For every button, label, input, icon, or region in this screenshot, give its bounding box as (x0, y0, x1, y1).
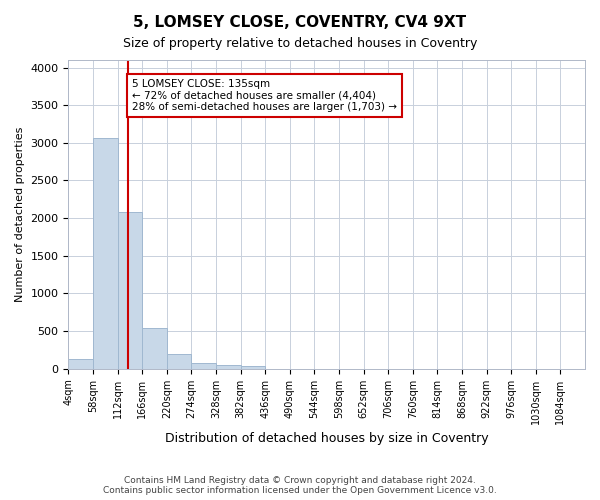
Text: 5, LOMSEY CLOSE, COVENTRY, CV4 9XT: 5, LOMSEY CLOSE, COVENTRY, CV4 9XT (133, 15, 467, 30)
Bar (167, 354, 191, 368)
Bar (118, 212, 142, 368)
Y-axis label: Number of detached properties: Number of detached properties (15, 126, 25, 302)
Text: 5 LOMSEY CLOSE: 135sqm
← 72% of detached houses are smaller (4,404)
28% of semi-: 5 LOMSEY CLOSE: 135sqm ← 72% of detached… (132, 79, 397, 112)
Bar (241, 366, 265, 368)
X-axis label: Distribution of detached houses by size in Coventry: Distribution of detached houses by size … (165, 432, 488, 445)
Bar (191, 362, 216, 368)
Bar (93, 138, 118, 368)
Bar (142, 328, 167, 368)
Bar (216, 365, 241, 368)
Text: Contains HM Land Registry data © Crown copyright and database right 2024.
Contai: Contains HM Land Registry data © Crown c… (103, 476, 497, 495)
Bar (68, 359, 93, 368)
Text: Size of property relative to detached houses in Coventry: Size of property relative to detached ho… (123, 38, 477, 51)
